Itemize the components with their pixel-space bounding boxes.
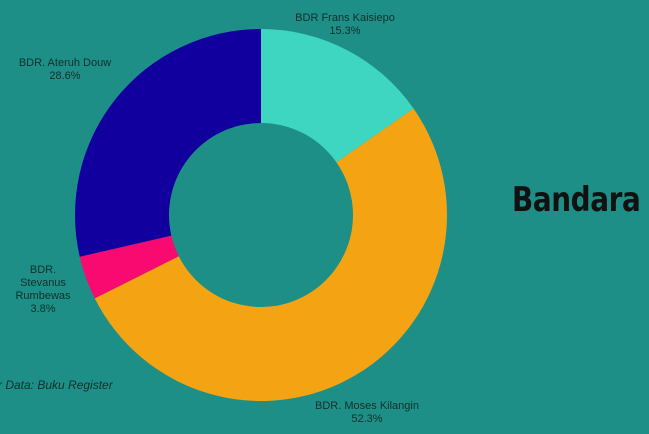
slice-aterun-douw <box>75 29 261 257</box>
chart-title: Bandara <box>512 180 641 220</box>
slice-label-frans-kaisiepo: BDR Frans Kaisiepo 15.3% <box>295 12 395 37</box>
slice-frans-kaisiepo <box>261 29 414 163</box>
slice-stevanus-rumbewas <box>79 235 179 299</box>
slice-label-moses-kilangin: BDR. Moses Kilangin 52.3% <box>315 400 419 425</box>
slice-label-aterun-douw: BDR. Ateruh Douw 28.6% <box>19 57 111 82</box>
slice-label-stevanus-rumbewas: BDR. Stevanus Rumbewas 3.8% <box>15 264 71 315</box>
slice-moses-kilangin <box>94 108 448 402</box>
data-source-note: r Data: Buku Register <box>0 378 113 392</box>
